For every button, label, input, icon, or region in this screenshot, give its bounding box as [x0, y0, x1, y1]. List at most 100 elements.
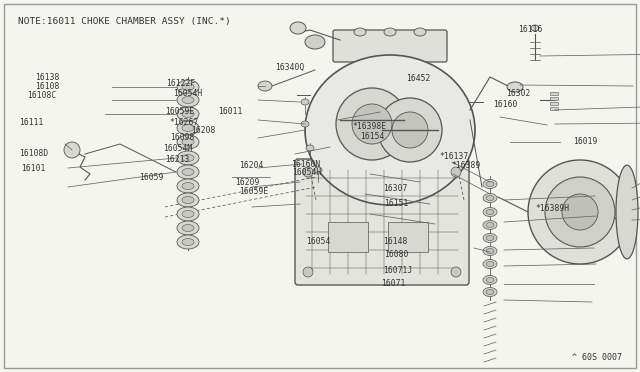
Text: 16307: 16307	[383, 185, 407, 193]
Text: 16302: 16302	[506, 89, 530, 97]
Ellipse shape	[177, 165, 199, 179]
Bar	[550, 102, 558, 105]
Text: 16071: 16071	[381, 279, 406, 288]
Ellipse shape	[483, 260, 497, 269]
Text: 16054M: 16054M	[163, 144, 193, 153]
Ellipse shape	[483, 276, 497, 285]
Circle shape	[545, 177, 615, 247]
FancyBboxPatch shape	[333, 30, 447, 62]
Ellipse shape	[177, 107, 199, 121]
Ellipse shape	[414, 28, 426, 36]
Text: *16267: *16267	[170, 118, 199, 126]
Text: 16108C: 16108C	[28, 92, 57, 100]
Ellipse shape	[486, 262, 494, 266]
Text: NOTE:16011 CHOKE CHAMBER ASSY (INC.*): NOTE:16011 CHOKE CHAMBER ASSY (INC.*)	[18, 17, 231, 26]
Ellipse shape	[354, 28, 366, 36]
Circle shape	[528, 160, 632, 264]
Ellipse shape	[182, 96, 194, 103]
Ellipse shape	[177, 135, 199, 149]
Text: *16389: *16389	[452, 161, 481, 170]
Text: 16108D: 16108D	[19, 149, 49, 158]
Ellipse shape	[483, 208, 497, 217]
Text: 16019: 16019	[573, 137, 598, 146]
Ellipse shape	[177, 235, 199, 249]
Ellipse shape	[305, 55, 475, 205]
Ellipse shape	[177, 221, 199, 235]
Ellipse shape	[483, 193, 497, 202]
Text: 16340Q: 16340Q	[275, 62, 305, 71]
Text: 16208: 16208	[191, 126, 215, 135]
Ellipse shape	[486, 235, 494, 241]
Circle shape	[303, 267, 313, 277]
Ellipse shape	[384, 28, 396, 36]
Circle shape	[336, 88, 408, 160]
Ellipse shape	[616, 165, 638, 259]
Circle shape	[352, 104, 392, 144]
FancyBboxPatch shape	[295, 159, 469, 285]
Text: 16204: 16204	[239, 161, 263, 170]
Ellipse shape	[177, 193, 199, 207]
Ellipse shape	[177, 93, 199, 107]
Ellipse shape	[486, 289, 494, 295]
Text: *16137: *16137	[439, 152, 468, 161]
Ellipse shape	[182, 169, 194, 176]
Text: 16108: 16108	[35, 82, 60, 91]
Circle shape	[378, 98, 442, 162]
Circle shape	[303, 167, 313, 177]
Ellipse shape	[486, 222, 494, 228]
Ellipse shape	[182, 83, 194, 90]
Ellipse shape	[177, 80, 199, 94]
Text: 16116: 16116	[518, 25, 543, 34]
Ellipse shape	[507, 82, 523, 92]
Text: 16160: 16160	[493, 100, 517, 109]
Bar	[550, 97, 558, 100]
Bar	[550, 107, 558, 110]
Ellipse shape	[177, 207, 199, 221]
Text: *16389H: *16389H	[535, 204, 569, 213]
Text: 16054H: 16054H	[292, 168, 322, 177]
Ellipse shape	[314, 167, 322, 173]
Circle shape	[562, 194, 598, 230]
Ellipse shape	[177, 151, 199, 165]
Ellipse shape	[182, 183, 194, 189]
Ellipse shape	[301, 121, 309, 127]
Text: 16209: 16209	[235, 178, 259, 187]
Text: 16452: 16452	[406, 74, 431, 83]
Circle shape	[451, 267, 461, 277]
Text: 16138: 16138	[35, 73, 60, 81]
Ellipse shape	[182, 154, 194, 161]
Ellipse shape	[182, 211, 194, 218]
Text: 16080: 16080	[384, 250, 408, 259]
Circle shape	[392, 112, 428, 148]
Ellipse shape	[306, 145, 314, 151]
Ellipse shape	[627, 199, 637, 215]
Text: 16154: 16154	[360, 132, 385, 141]
Text: 16101: 16101	[21, 164, 45, 173]
Text: 16059E: 16059E	[239, 187, 268, 196]
Text: 16151: 16151	[384, 199, 408, 208]
Bar	[550, 92, 558, 95]
Text: 16148: 16148	[383, 237, 407, 246]
Text: 16054H: 16054H	[173, 89, 202, 97]
Ellipse shape	[301, 99, 309, 105]
Ellipse shape	[177, 121, 199, 135]
Ellipse shape	[182, 125, 194, 131]
Ellipse shape	[483, 221, 497, 230]
Ellipse shape	[486, 196, 494, 201]
Text: 16054: 16054	[306, 237, 330, 246]
Ellipse shape	[182, 224, 194, 231]
Circle shape	[64, 142, 80, 158]
Text: 16111: 16111	[19, 118, 44, 126]
Ellipse shape	[483, 288, 497, 296]
Ellipse shape	[182, 196, 194, 203]
Ellipse shape	[258, 81, 272, 91]
Text: ^ 60S 0007: ^ 60S 0007	[572, 353, 622, 362]
Ellipse shape	[531, 25, 539, 31]
Bar	[388, 222, 428, 252]
Ellipse shape	[182, 110, 194, 118]
Ellipse shape	[305, 35, 325, 49]
Ellipse shape	[486, 209, 494, 215]
Text: 16059: 16059	[140, 173, 164, 182]
Ellipse shape	[483, 247, 497, 256]
Ellipse shape	[483, 180, 497, 189]
